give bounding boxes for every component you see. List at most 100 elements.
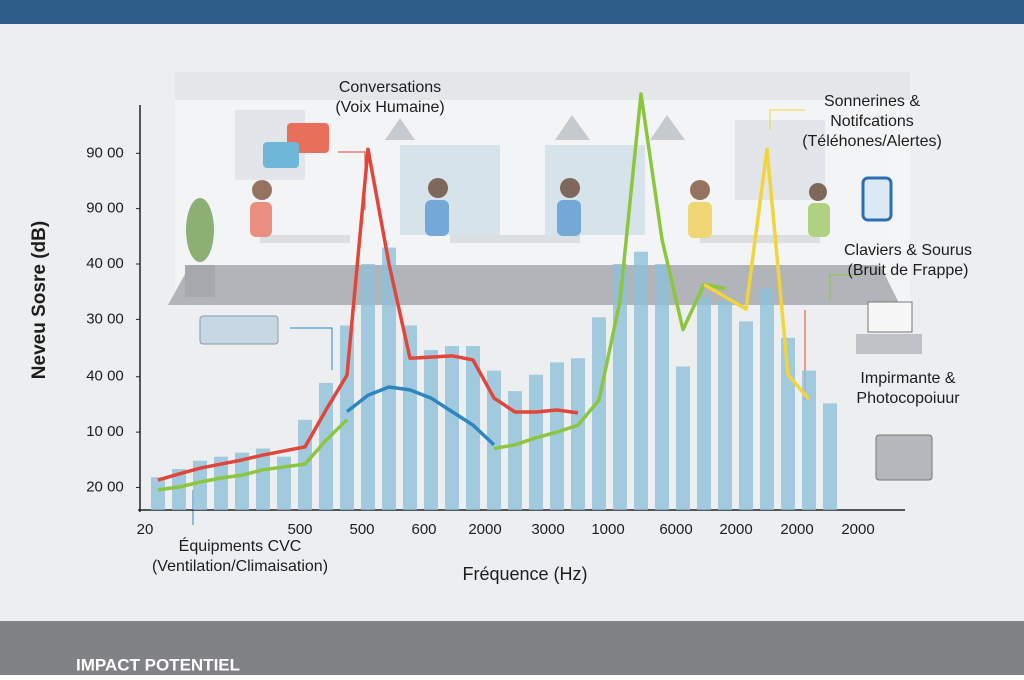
top-band <box>0 0 1024 24</box>
person <box>690 180 710 200</box>
y-tick-label: 40 00 <box>86 368 124 385</box>
bar <box>466 346 480 510</box>
person <box>557 200 581 236</box>
lamp <box>650 115 685 140</box>
y-axis-title: Neveu Sosre (dB) <box>29 221 50 379</box>
bar <box>592 317 606 510</box>
bar <box>760 288 774 510</box>
person <box>809 183 827 201</box>
y-tick-label: 90 00 <box>86 200 124 217</box>
person <box>428 178 448 198</box>
bar <box>550 362 564 510</box>
bar <box>172 469 186 510</box>
person <box>250 202 272 237</box>
person <box>808 203 830 237</box>
bar <box>529 374 543 510</box>
bar <box>697 296 711 510</box>
speech-icon <box>263 142 299 168</box>
bar <box>151 477 165 510</box>
bar <box>403 325 417 510</box>
person <box>560 178 580 198</box>
x-tick-label: 3000 <box>531 521 564 538</box>
printer-icon <box>875 434 933 481</box>
line-series <box>493 92 726 451</box>
bar <box>655 264 669 510</box>
bar <box>361 264 375 510</box>
desk <box>260 235 350 243</box>
desk <box>700 235 820 243</box>
annotation: (Bruit de Frappe) <box>848 262 969 279</box>
line-series <box>157 418 349 492</box>
window <box>400 145 500 235</box>
bar <box>718 300 732 510</box>
desk <box>450 235 580 243</box>
callout-line <box>769 109 805 130</box>
x-tick-label: 2000 <box>468 521 501 538</box>
lamp <box>385 118 415 140</box>
lamp <box>555 115 590 140</box>
y-tick-label: 40 00 <box>86 255 124 272</box>
bar <box>676 366 690 510</box>
bar <box>382 247 396 510</box>
bar <box>424 350 438 510</box>
bar <box>802 370 816 510</box>
annotation: (Voix Humaine) <box>335 99 444 116</box>
y-tick-label: 90 00 <box>86 144 124 161</box>
x-tick-label: 2000 <box>719 521 752 538</box>
bottom-band <box>0 621 1024 675</box>
callout-line <box>829 274 860 300</box>
x-tick-label: 600 <box>411 521 436 538</box>
bar <box>571 358 585 510</box>
x-tick-label: 500 <box>349 521 374 538</box>
x-tick-label: 20 <box>137 521 154 538</box>
bar <box>214 456 228 510</box>
bar <box>235 452 249 510</box>
office-illustration <box>168 72 910 305</box>
window <box>735 120 825 200</box>
person <box>688 202 712 238</box>
line-series <box>703 147 811 401</box>
annotation: Claviers & Sourus <box>844 242 972 259</box>
y-tick-label: 30 00 <box>86 310 124 327</box>
bar <box>340 325 354 510</box>
bar <box>823 403 837 510</box>
bar <box>193 460 207 510</box>
bar <box>256 448 270 510</box>
person <box>425 200 449 236</box>
bar <box>445 346 459 510</box>
ceiling <box>175 72 910 100</box>
y-tick-label: 20 00 <box>86 478 124 495</box>
annotation: Sonnerines & <box>824 93 920 110</box>
line-series <box>157 147 579 482</box>
annotation: (Téléhones/Alertes) <box>802 133 942 150</box>
hvac-icon <box>199 315 279 345</box>
keyboard-icon <box>856 334 922 354</box>
plant <box>186 198 214 262</box>
callout-line <box>290 327 333 370</box>
bar <box>739 321 753 510</box>
y-tick-label: 10 00 <box>86 423 124 440</box>
annotation: (Ventilation/Climaisation) <box>152 558 328 575</box>
x-tick-label: 6000 <box>659 521 692 538</box>
x-tick-label: 2000 <box>780 521 813 538</box>
bar <box>277 456 291 510</box>
bar <box>508 391 522 510</box>
annotation: Photocopoiuur <box>856 390 960 407</box>
annotation: Conversations <box>339 79 441 96</box>
bar <box>634 251 648 510</box>
annotation: Équipments CVC <box>179 536 302 555</box>
x-tick-label: 500 <box>287 521 312 538</box>
plant-pot <box>185 265 215 297</box>
x-tick-label: 1000 <box>591 521 624 538</box>
floor <box>168 265 900 305</box>
annotation: Impirmante & <box>860 370 955 387</box>
phone-icon <box>861 176 893 222</box>
bar <box>487 370 501 510</box>
x-tick-label: 2000 <box>841 521 874 538</box>
person <box>252 180 272 200</box>
line-series <box>345 385 496 447</box>
x-axis-title: Fréquence (Hz) <box>462 564 587 584</box>
laptop-icon <box>867 301 913 333</box>
